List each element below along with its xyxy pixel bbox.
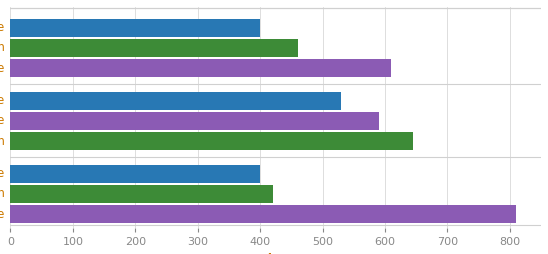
Text: Blue: Blue — [0, 94, 5, 107]
Bar — [10, 165, 260, 183]
Bar — [10, 59, 391, 77]
Text: Blue: Blue — [0, 167, 5, 180]
Bar — [10, 185, 272, 203]
Bar — [10, 92, 341, 110]
Text: Purple: Purple — [0, 62, 5, 75]
Text: Purple: Purple — [0, 115, 5, 128]
Text: Green: Green — [0, 187, 5, 200]
Text: Green: Green — [0, 41, 5, 55]
Bar — [10, 19, 260, 37]
Bar — [10, 132, 413, 150]
Text: Metric B  ≡: Metric B ≡ — [235, 253, 313, 254]
Bar — [10, 112, 379, 130]
Text: Purple: Purple — [0, 208, 5, 221]
Text: Blue: Blue — [0, 21, 5, 34]
Text: Green: Green — [0, 135, 5, 148]
Bar — [10, 39, 298, 57]
Bar — [10, 205, 516, 223]
